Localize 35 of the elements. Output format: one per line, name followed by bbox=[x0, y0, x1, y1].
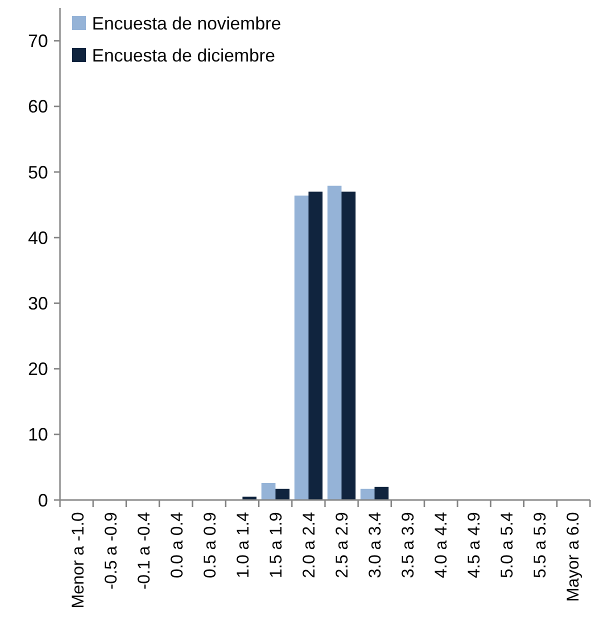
x-tick-label: 2.0 a 2.4 bbox=[299, 512, 318, 578]
bar bbox=[261, 482, 276, 500]
bar bbox=[327, 186, 342, 500]
y-tick-label: 50 bbox=[28, 162, 48, 182]
bar bbox=[242, 496, 256, 500]
x-tick-label: 4.0 a 4.4 bbox=[432, 512, 451, 578]
bar bbox=[374, 486, 389, 500]
x-tick-label: -0.1 a -0.4 bbox=[134, 512, 154, 590]
x-tick-label: 0.0 a 0.4 bbox=[167, 512, 186, 578]
y-tick-label: 10 bbox=[28, 424, 48, 445]
x-tick-label: 4.5 a 4.9 bbox=[464, 512, 484, 578]
y-tick-label: 20 bbox=[28, 359, 48, 380]
x-tick-label: 5.5 a 5.9 bbox=[530, 512, 550, 578]
y-tick-label: 0 bbox=[38, 490, 48, 510]
x-tick-label: -0.5 a -0.9 bbox=[101, 512, 120, 590]
x-tick-label: 3.0 a 3.4 bbox=[365, 512, 384, 578]
x-tick-label: 3.5 a 3.9 bbox=[398, 512, 418, 578]
y-tick-label: 70 bbox=[28, 31, 48, 52]
x-tick-label: 5.0 a 5.4 bbox=[498, 512, 517, 578]
legend-label: Encuesta de diciembre bbox=[92, 45, 276, 66]
y-tick-label: 30 bbox=[28, 294, 48, 314]
bar bbox=[342, 192, 356, 500]
x-tick-label: Menor a -1.0 bbox=[68, 512, 88, 608]
x-tick-label: 1.5 a 1.9 bbox=[266, 512, 286, 578]
bar bbox=[360, 488, 375, 500]
bar bbox=[308, 192, 323, 500]
y-tick-label: 60 bbox=[28, 96, 48, 117]
bar bbox=[275, 488, 290, 500]
x-tick-label: 1.0 a 1.4 bbox=[233, 512, 252, 578]
bar bbox=[294, 196, 308, 500]
y-tick-label: 40 bbox=[28, 228, 48, 248]
x-tick-label: 0.5 a 0.9 bbox=[200, 512, 220, 578]
x-tick-label: 2.5 a 2.9 bbox=[332, 512, 352, 578]
x-tick-label: Mayor a 6.0 bbox=[564, 512, 583, 602]
legend-label: Encuesta de noviembre bbox=[92, 13, 282, 34]
